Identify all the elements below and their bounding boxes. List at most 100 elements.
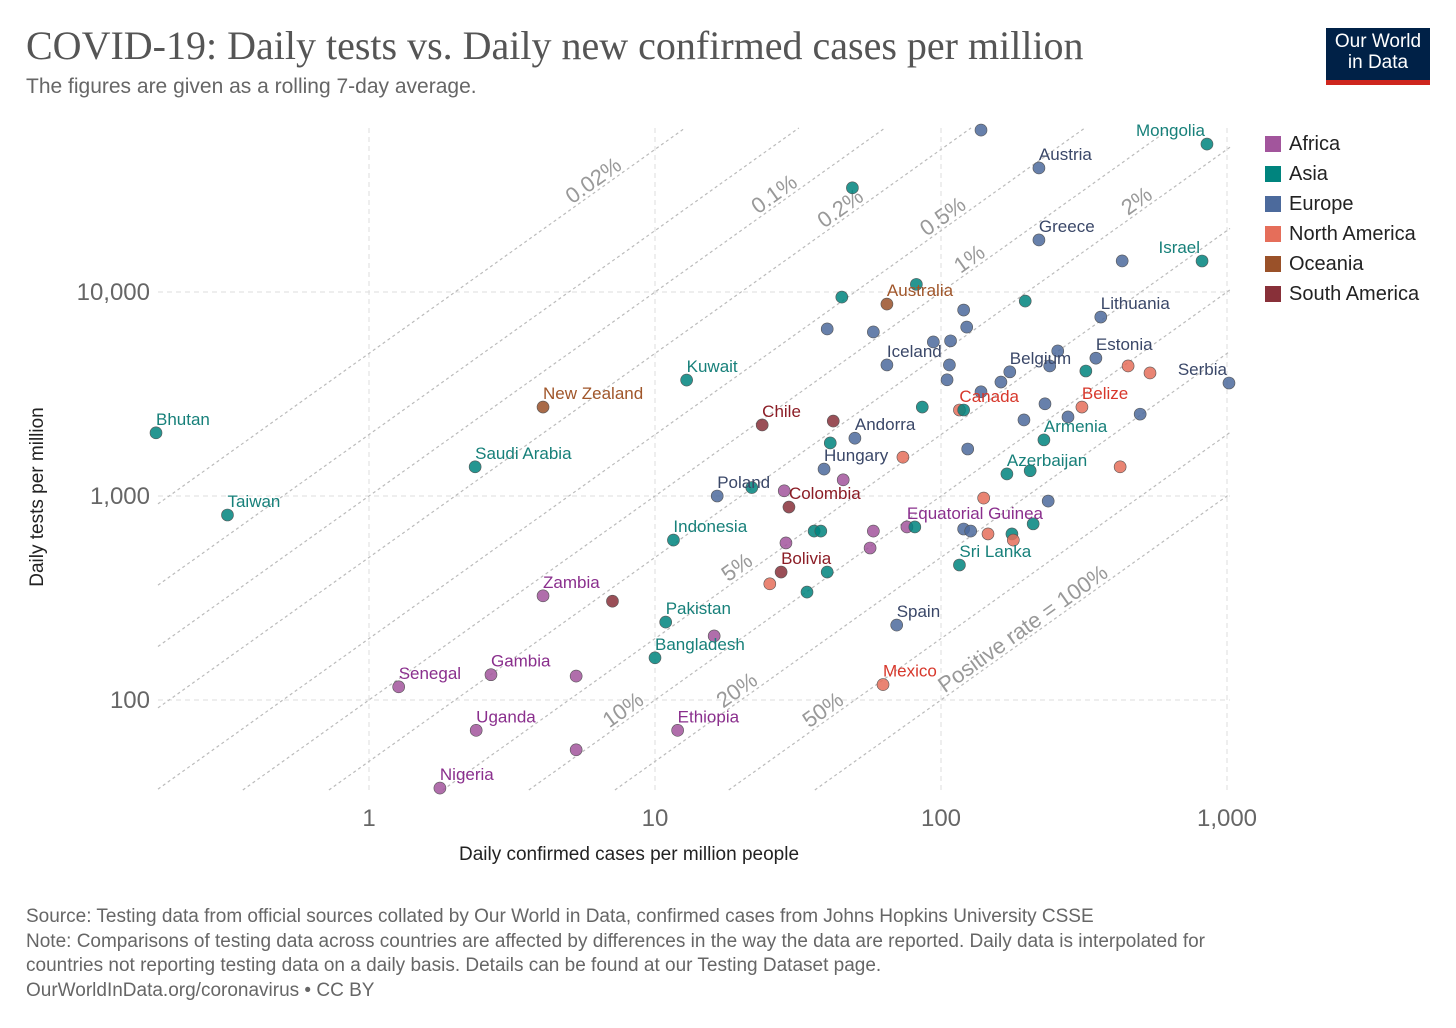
data-point[interactable] xyxy=(927,335,940,349)
data-point[interactable] xyxy=(820,565,834,579)
data-point[interactable] xyxy=(1143,366,1157,380)
data-point[interactable] xyxy=(1200,137,1214,151)
data-point[interactable] xyxy=(433,781,447,795)
data-point[interactable] xyxy=(1038,397,1052,411)
data-point[interactable] xyxy=(536,400,550,414)
data-point[interactable] xyxy=(392,680,405,694)
data-point[interactable] xyxy=(1041,494,1055,508)
data-point[interactable] xyxy=(1017,413,1031,427)
data-point[interactable] xyxy=(763,577,777,591)
data-point[interactable] xyxy=(606,594,619,608)
data-point[interactable] xyxy=(943,358,956,372)
legend-item[interactable]: Europe xyxy=(1265,189,1419,219)
data-point[interactable] xyxy=(484,668,498,682)
data-point[interactable] xyxy=(823,436,837,450)
data-point[interactable] xyxy=(755,418,769,432)
data-point[interactable] xyxy=(974,123,988,137)
legend-item[interactable]: South America xyxy=(1265,279,1419,309)
data-point[interactable] xyxy=(1037,433,1051,447)
legend-item[interactable]: Africa xyxy=(1265,129,1419,159)
owid-logo[interactable]: Our World in Data xyxy=(1326,28,1430,85)
data-point[interactable] xyxy=(1121,359,1135,373)
data-point[interactable] xyxy=(1000,467,1014,481)
data-point[interactable] xyxy=(835,290,849,304)
data-point[interactable] xyxy=(908,520,922,534)
data-point[interactable] xyxy=(680,373,693,387)
data-point[interactable] xyxy=(745,481,759,494)
data-point[interactable] xyxy=(569,743,583,757)
data-point[interactable] xyxy=(1222,376,1236,390)
data-point[interactable] xyxy=(149,426,163,440)
data-point[interactable] xyxy=(1018,294,1032,308)
data-point[interactable] xyxy=(981,527,995,541)
data-point[interactable] xyxy=(671,724,684,737)
data-point[interactable] xyxy=(961,442,975,456)
data-point[interactable] xyxy=(1195,254,1209,268)
data-point[interactable] xyxy=(536,589,550,603)
data-point[interactable] xyxy=(774,565,788,579)
data-point[interactable] xyxy=(867,325,880,339)
data-point[interactable] xyxy=(468,460,482,474)
data-point[interactable] xyxy=(846,181,859,195)
data-point[interactable] xyxy=(974,385,988,399)
legend-item[interactable]: North America xyxy=(1265,219,1419,249)
data-point[interactable] xyxy=(960,320,974,334)
data-point[interactable] xyxy=(221,508,234,522)
data-point[interactable] xyxy=(1043,359,1057,373)
data-point[interactable] xyxy=(814,524,828,538)
data-point[interactable] xyxy=(863,541,877,555)
data-point[interactable] xyxy=(876,678,890,691)
data-point[interactable] xyxy=(826,414,840,428)
data-point[interactable] xyxy=(896,450,910,464)
data-point[interactable] xyxy=(817,462,831,476)
data-point[interactable] xyxy=(820,322,834,336)
legend-item[interactable]: Asia xyxy=(1265,159,1419,189)
data-point[interactable] xyxy=(782,500,796,514)
data-point[interactable] xyxy=(848,431,862,445)
data-point[interactable] xyxy=(836,473,850,487)
data-point[interactable] xyxy=(667,533,680,547)
data-point[interactable] xyxy=(940,373,954,387)
data-point[interactable] xyxy=(977,491,990,505)
credit-link[interactable]: OurWorldInData.org/coronavirus • CC BY xyxy=(26,979,375,1001)
data-point[interactable] xyxy=(1094,310,1108,324)
data-point[interactable] xyxy=(1115,254,1129,268)
data-point[interactable] xyxy=(890,618,903,632)
data-point[interactable] xyxy=(880,297,894,311)
data-point[interactable] xyxy=(777,484,791,498)
data-point[interactable] xyxy=(957,303,970,317)
data-point[interactable] xyxy=(779,536,793,550)
data-point[interactable] xyxy=(1023,464,1037,478)
data-point[interactable] xyxy=(953,558,966,572)
data-point[interactable] xyxy=(1089,351,1103,365)
data-point[interactable] xyxy=(1079,364,1093,378)
data-point[interactable] xyxy=(1003,365,1017,379)
data-point[interactable] xyxy=(880,358,894,372)
data-point[interactable] xyxy=(569,669,583,683)
data-point[interactable] xyxy=(910,278,923,291)
legend-label: Europe xyxy=(1289,192,1354,215)
data-point[interactable] xyxy=(994,375,1008,389)
data-point[interactable] xyxy=(957,403,970,417)
data-point[interactable] xyxy=(707,629,721,643)
data-point[interactable] xyxy=(710,489,724,503)
data-point[interactable] xyxy=(469,724,483,737)
data-point[interactable] xyxy=(867,524,880,538)
data-point[interactable] xyxy=(944,334,957,348)
data-point[interactable] xyxy=(659,615,673,629)
data-point[interactable] xyxy=(1007,533,1020,547)
data-point[interactable] xyxy=(1026,517,1040,531)
data-point[interactable] xyxy=(1061,410,1075,424)
legend-item[interactable]: Oceania xyxy=(1265,249,1419,279)
data-point[interactable] xyxy=(1032,161,1046,175)
y-tick-label: 10,000 xyxy=(77,279,150,306)
data-point[interactable] xyxy=(800,585,814,599)
data-point[interactable] xyxy=(1075,400,1089,414)
data-point[interactable] xyxy=(648,651,662,665)
data-point[interactable] xyxy=(964,524,977,538)
data-point[interactable] xyxy=(915,400,929,414)
data-point[interactable] xyxy=(1113,460,1127,474)
data-point[interactable] xyxy=(1133,407,1147,421)
data-point[interactable] xyxy=(1051,344,1065,358)
data-point[interactable] xyxy=(1032,233,1046,247)
